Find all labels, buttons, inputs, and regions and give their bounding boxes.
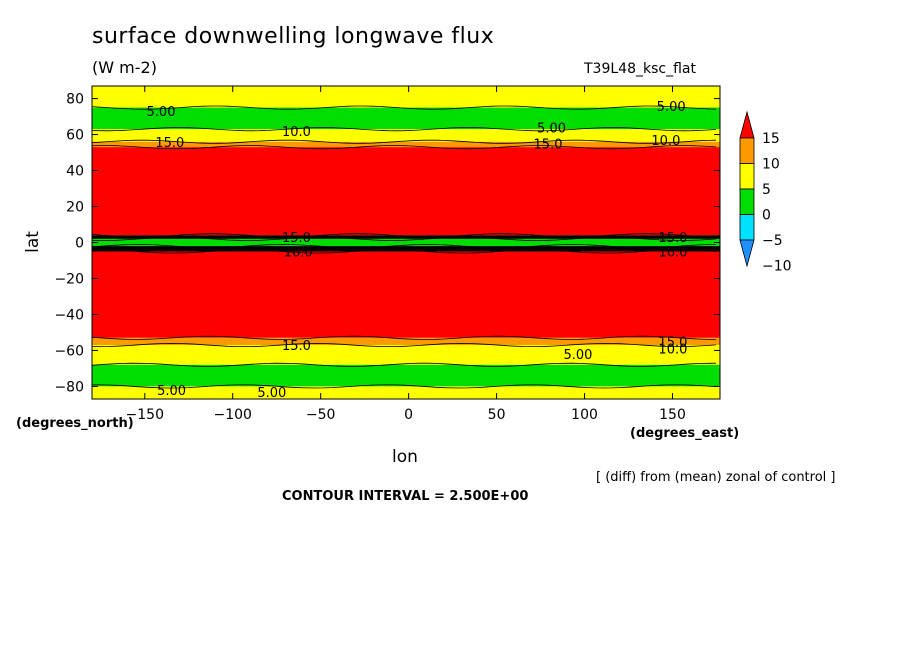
contour-line-12 (91, 384, 717, 389)
heatmap-bands (92, 86, 720, 399)
contour-line-8 (91, 249, 717, 254)
y-axis-ticks: −80 −60 −40 −20 0 20 40 60 80 (54, 92, 720, 395)
diff-note: [ (diff) from (mean) zonal of control ] (596, 470, 836, 485)
band-5 (92, 235, 720, 239)
colorbar-segment (739, 188, 755, 215)
colorbar-arrow-top (739, 110, 755, 139)
contour-label: 5.00 (657, 100, 686, 115)
contour-interval: CONTOUR INTERVAL = 2.500E+00 (282, 489, 529, 504)
band-2 (92, 129, 720, 142)
y-tick-label: −40 (54, 307, 84, 323)
contour-line-1 (91, 105, 717, 110)
x-tick-label: 50 (488, 407, 506, 423)
y-tick-label: −60 (54, 343, 84, 359)
contour-label: 5.00 (537, 121, 566, 136)
colorbar-tick-label: −10 (762, 259, 792, 275)
y-axis-units: (degrees_north) (16, 416, 134, 431)
colorbar-arrow-bottom (739, 239, 755, 268)
chart-units: (W m-2) (92, 58, 157, 77)
contour-label: 5.00 (257, 386, 286, 401)
band-9 (92, 337, 720, 346)
colorbar-tick-label: −5 (762, 233, 783, 249)
y-tick-label: −20 (54, 271, 84, 287)
x-tick-label: −100 (214, 407, 252, 423)
colorbar-tick-label: 10 (762, 157, 780, 173)
band-0 (92, 86, 720, 108)
contour-label: 10.0 (282, 125, 311, 140)
x-tick-label: −50 (306, 407, 336, 423)
contour-label: 15.0 (282, 339, 311, 354)
band-6 (92, 238, 720, 247)
y-tick-label: 40 (66, 164, 84, 180)
contour-label: 16.0 (658, 245, 687, 260)
contour-lines (91, 105, 717, 389)
band-8 (92, 251, 720, 338)
contour-line-11 (91, 362, 717, 367)
contour-label: 15.0 (534, 138, 563, 153)
band-10 (92, 345, 720, 365)
contour-line-3 (91, 139, 717, 144)
y-tick-label: 60 (66, 128, 84, 144)
chart-title: surface downwelling longwave flux (92, 24, 495, 49)
contour-line-9 (91, 335, 716, 340)
contour-line-4 (91, 145, 717, 150)
colorbar-tick-label: 5 (762, 182, 771, 198)
colorbar-segment (739, 137, 755, 164)
x-axis-title: lon (392, 447, 418, 467)
x-axis-ticks: −150 −100 −50 0 50 100 150 (126, 86, 686, 423)
x-tick-label: −150 (126, 407, 164, 423)
contour-label: 15.0 (658, 335, 687, 350)
band-3 (92, 141, 720, 148)
contour-label: 5.00 (147, 105, 176, 120)
band-7 (92, 246, 720, 252)
band-4 (92, 147, 720, 236)
colorbar-segment (739, 214, 755, 241)
contour-label: 5.00 (563, 348, 592, 363)
contour-line-2 (91, 127, 717, 132)
y-tick-label: 20 (66, 200, 84, 216)
y-tick-label: 0 (75, 236, 84, 252)
contour-line-7 (91, 244, 717, 249)
contour-label: 10.0 (651, 134, 680, 149)
contour-label: 16.0 (284, 245, 313, 260)
contour-label: 15.0 (155, 136, 184, 151)
colorbar: 15 10 5 0 −5 −10 (739, 110, 792, 275)
band-1 (92, 107, 720, 130)
colorbar-tick-label: 15 (762, 131, 780, 147)
y-tick-label: 80 (66, 92, 84, 108)
contour-line-10 (91, 342, 717, 348)
y-tick-label: −80 (54, 379, 84, 395)
contour-line-5 (91, 233, 717, 238)
contour-line-6 (91, 236, 717, 241)
run-label: T39L48_ksc_flat (584, 61, 696, 77)
contour-label: 5.00 (157, 384, 186, 399)
contour-label: 15.0 (658, 231, 687, 246)
colorbar-tick-label: 0 (762, 208, 771, 224)
colorbar-segment (739, 163, 755, 190)
x-tick-label: 0 (404, 407, 413, 423)
contour-label: 15.0 (282, 231, 311, 246)
x-axis-units: (degrees_east) (630, 426, 740, 441)
band-12 (92, 386, 720, 399)
x-tick-label: 100 (571, 407, 598, 423)
band-11 (92, 364, 720, 387)
contour-label: 10.0 (658, 343, 687, 358)
x-tick-label: 150 (659, 407, 686, 423)
